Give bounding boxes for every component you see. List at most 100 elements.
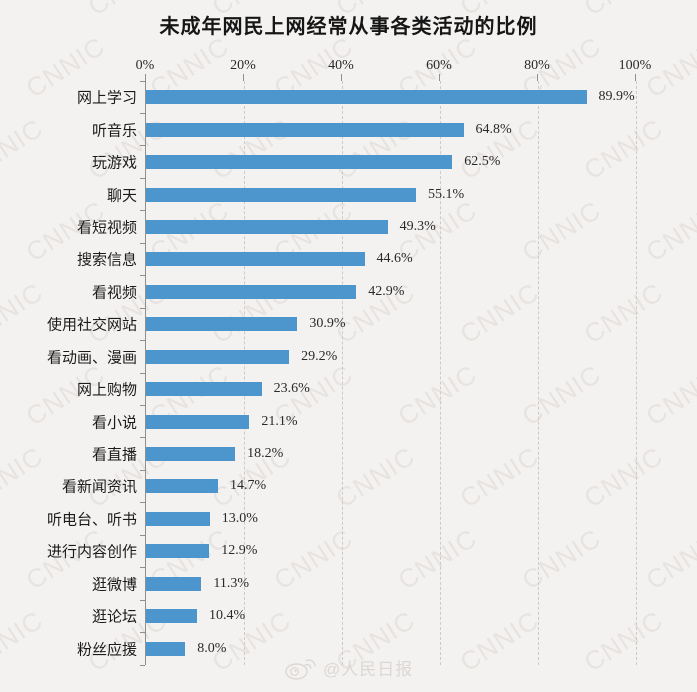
cnnic-watermark-text: CNNIC (0, 440, 49, 514)
category-tick-mark (140, 372, 145, 374)
bar-row: 看新闻资讯 14.7% (62, 470, 636, 502)
bar (146, 511, 210, 526)
category-tick-mark (140, 502, 145, 504)
value-label: 14.7% (230, 478, 267, 494)
category-tick-mark (140, 567, 145, 569)
bar-row: 聊天 55.1% (107, 178, 636, 210)
bar-row: 看短视频 49.3% (77, 211, 636, 243)
category-label: 粉丝应援 (76, 641, 137, 659)
x-tick-label: 40% (328, 58, 354, 73)
category-label: 玩游戏 (91, 154, 137, 172)
value-label: 12.9% (221, 543, 258, 559)
bar (146, 252, 365, 267)
bar-row: 网上购物 23.6% (77, 373, 636, 405)
chart-title: 未成年网民上网经常从事各类活动的比例 (159, 16, 538, 38)
value-label: 49.3% (399, 218, 436, 234)
category-label: 看直播 (91, 446, 137, 464)
value-label: 18.2% (247, 446, 284, 462)
category-label: 看视频 (91, 284, 137, 302)
value-label: 30.9% (309, 316, 346, 332)
bar (146, 479, 219, 494)
cnnic-watermark-text: CNNIC (145, 687, 235, 692)
category-label: 看新闻资讯 (61, 478, 137, 496)
value-label: 29.2% (301, 348, 338, 364)
bar-rows: 网上学习 89.9% 听音乐 64.8% 玩游戏 62.5% 聊天 55.1% 看短视频 49.3… (47, 81, 636, 665)
bar (146, 155, 453, 170)
plot-area: 网上学习 89.9% 听音乐 64.8% 玩游戏 62.5% 聊天 55.1% 看短视频 49.3… (47, 80, 637, 666)
category-label: 看小说 (91, 414, 137, 432)
cnnic-watermark-text: CNNIC (393, 687, 483, 692)
bar-row: 逛论坛 10.4% (92, 600, 636, 632)
x-tick-mark (243, 74, 244, 81)
cnnic-watermark-text: CNNIC (269, 687, 359, 692)
bar (146, 219, 388, 234)
value-label: 23.6% (273, 381, 310, 397)
category-label: 听电台、听书 (46, 511, 137, 529)
category-label: 逛论坛 (91, 608, 137, 626)
category-tick-mark (140, 80, 145, 82)
value-label: 64.8% (475, 121, 512, 137)
cnnic-watermark-text: CNNIC (641, 687, 697, 692)
bar (146, 414, 250, 429)
category-label: 使用社交网站 (46, 316, 137, 334)
bar-row: 听电台、听书 13.0% (47, 503, 636, 535)
bar-row: 玩游戏 62.5% (92, 146, 636, 178)
value-label: 10.4% (208, 608, 246, 624)
bar-row: 粉丝应援 8.0% (77, 632, 636, 664)
bar-row: 进行内容创作 12.9% (47, 535, 636, 567)
category-label: 看短视频 (76, 219, 137, 237)
bar (146, 187, 416, 202)
category-label: 网上购物 (76, 381, 137, 399)
category-tick-mark (140, 307, 145, 309)
gridlines (140, 80, 637, 666)
x-tick-label: 100% (618, 58, 652, 73)
cnnic-watermark-text: CNNIC (640, 194, 697, 268)
x-tick-label: 20% (230, 58, 256, 73)
bar (146, 382, 262, 397)
value-label: 89.9% (598, 89, 635, 105)
category-tick-mark (140, 534, 145, 536)
cnnic-watermark-text: CNNIC (517, 687, 607, 692)
x-tick-mark (439, 74, 440, 81)
bar-row: 使用社交网站 30.9% (47, 308, 636, 340)
bar (146, 349, 290, 364)
bar-row: 搜索信息 44.6% (77, 243, 636, 275)
x-tick-mark (341, 74, 342, 81)
x-tick-mark (635, 74, 636, 81)
category-tick-mark (140, 632, 145, 634)
bar-row: 看视频 42.9% (92, 276, 636, 308)
category-label: 听音乐 (91, 122, 137, 140)
gridline (538, 81, 539, 665)
category-label: 进行内容创作 (46, 543, 137, 561)
cnnic-watermark-text: CNNIC (0, 276, 49, 350)
cnnic-watermark-text: CNNIC (640, 522, 697, 596)
cnnic-watermark-text: CNNIC (0, 604, 49, 678)
category-label: 网上学习 (76, 89, 137, 107)
bar-row: 逛微博 11.3% (92, 568, 636, 600)
cnnic-watermark-text: CNNIC (0, 112, 49, 186)
bar-row: 看直播 18.2% (92, 438, 636, 470)
cnnic-watermark-text: CNNIC (21, 687, 111, 692)
gridline (244, 81, 245, 665)
weibo-credit: @人民日报 (284, 653, 413, 681)
cnnic-watermark-text: CNNIC (640, 30, 697, 104)
category-tick-mark (140, 275, 145, 277)
bar-row: 网上学习 89.9% (77, 81, 636, 113)
category-tick-mark (140, 210, 145, 212)
category-tick-mark (140, 242, 145, 244)
bar (146, 317, 298, 332)
cnnic-watermark-text: CNNIC (640, 358, 697, 432)
category-tick-mark (140, 145, 145, 147)
category-tick-mark (140, 177, 145, 179)
bar-row: 看小说 21.1% (92, 405, 636, 437)
bar (146, 609, 197, 624)
category-tick-mark (140, 437, 145, 439)
x-tick-mark (537, 74, 538, 81)
value-label: 21.1% (261, 413, 298, 429)
x-tick-mark (145, 74, 146, 81)
value-label: 11.3% (213, 575, 250, 591)
category-tick-mark (140, 340, 145, 342)
gridline (440, 81, 441, 665)
bar-row: 看动画、漫画 29.2% (47, 341, 636, 373)
